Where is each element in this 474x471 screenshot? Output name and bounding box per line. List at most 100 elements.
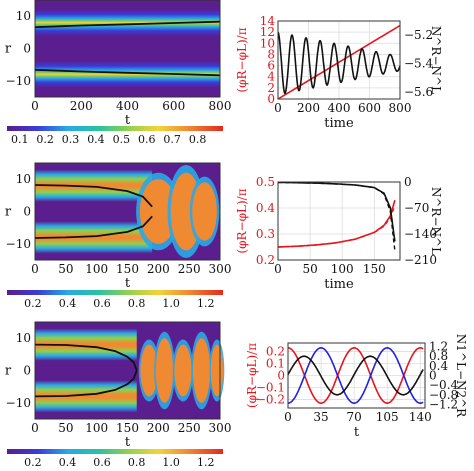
heatmap_bottom-blob-4 [210,344,224,397]
line_middle-ytick-label: 0.2 [256,253,275,267]
heatmap_top-colorbar-tick: 0.6 [138,133,156,146]
heatmap_middle-blob-0 [139,179,177,244]
heatmap_top-xtick-label: 800 [209,99,232,113]
line_bottom-y2label: N1^L−N2^R [454,334,468,418]
heatmap_middle-ytick-label: −10 [6,237,31,251]
heatmap_bottom-xtick-label: 200 [147,421,170,435]
heatmap_top-colorbar-tick: 0.8 [189,133,207,146]
heatmap_middle-xtick-label: 0 [31,262,39,276]
heatmap_middle-xtick-label: 150 [116,262,139,276]
line_bottom-xlabel: t [354,425,360,440]
heatmap_bottom-colorbar-tick: 1.2 [197,456,215,467]
heatmap_middle-ytick-label: 10 [16,172,31,186]
heatmap_top-colorbar-tick: 0.7 [163,133,181,146]
heatmap_middle-colorbar-tick: 0.2 [24,297,42,310]
heatmap_bottom-xtick-label: 150 [116,421,139,435]
line_top-y2tick-label: −5.6 [404,85,433,99]
line_bottom-series-0 [287,346,424,405]
heatmap_top-xtick-label: 600 [162,99,185,113]
line_top-xtick-label: 800 [389,101,412,115]
heatmap_top-curve-1 [34,68,221,77]
heatmap_top-frame [34,0,221,98]
line_top-ylabel: (φR−φL)/π [235,27,249,92]
line_top-ytick-label: 8 [267,47,275,61]
line_top-ytick-label: 12 [260,25,275,39]
line_bottom-series-2 [287,355,424,396]
line_bottom-ytick-label: 0.1 [266,356,285,370]
heatmap_bottom-colorbar [7,449,223,454]
heatmap_bottom-blob-0 [140,344,158,397]
heatmap_bottom-frame [34,321,221,420]
heatmap_bottom-xtick-label: 0 [31,421,39,435]
line_middle-xtick-label: 0 [274,262,282,276]
heatmap_top-colorbar [7,126,223,131]
line_middle-series-1 [277,205,396,248]
line_bottom-ytick-label: 0.2 [266,344,285,358]
heatmap_middle-blob-2 [192,182,217,241]
line_top-ytick-label: 4 [267,70,275,84]
line_bottom-frame [287,342,426,409]
heatmap_bottom-colorbar-tick: 0.4 [59,456,77,467]
line_middle-plot-area [278,182,400,260]
heatmap_bottom-xtick-label: 50 [58,421,73,435]
heatmap_middle-ylabel: r [5,205,12,220]
line_middle-frame [277,181,401,261]
line_middle-ytick-label: 0.5 [256,175,275,189]
heatmap_bottom-xtick-label: 300 [209,421,232,435]
line_top-xlabel: time [324,116,354,131]
line_top-ytick-label: 6 [267,59,275,73]
line_bottom-ytick-label: 0 [277,369,285,383]
heatmap_middle-xtick-label: 250 [178,262,201,276]
line_bottom-xtick-label: 140 [409,410,432,424]
line_top-ytick-label: 0 [267,92,275,106]
line_middle-xtick-label: 100 [331,262,354,276]
line_bottom-y2tick-label: 0.8 [429,349,448,363]
heatmap_middle-xtick-label: 100 [85,262,108,276]
heatmap_bottom-colorbar-tick: 1.0 [162,456,180,467]
heatmap_top-colorbar-tick: 0.5 [113,133,131,146]
heatmap_bottom-xtick-label: 100 [85,421,108,435]
line_top-xtick-label: 200 [297,101,320,115]
line_middle-y2tick-label: −70 [404,201,429,215]
line_top-y2tick-label: −5.2 [404,28,433,42]
line_middle-series-3 [278,181,396,251]
line_bottom-ytick-label: −0.2 [256,393,285,407]
line_middle-ytick-label: 0.3 [256,227,275,241]
line_top-ytick-label: 2 [267,81,275,95]
heatmap_bottom-curve-0 [34,343,138,371]
heatmap_top-ytick-label: 10 [16,9,31,23]
heatmap_bottom-colorbar-tick: 0.6 [93,456,111,467]
heatmap_bottom-blob-2 [174,344,192,397]
heatmap_bottom-curve-1 [34,370,138,398]
heatmap_middle-xtick-label: 300 [209,262,232,276]
heatmap_bottom-ytick-label: 10 [16,331,31,345]
heatmap_bottom-ytick-label: −10 [6,396,31,410]
heatmap_top-curve-0 [34,20,221,29]
line_middle-y2tick-label: 0 [404,175,412,189]
heatmap_middle-ytick-label: 0 [23,205,31,219]
heatmap_top-xtick-label: 200 [70,99,93,113]
heatmap_middle-colorbar-tick: 0.8 [128,297,146,310]
line_bottom-y2tick-label: 0.4 [429,359,448,373]
line_bottom-xtick-label: 105 [376,410,399,424]
heatmap_bottom-ylabel: r [5,364,12,379]
line_bottom-ytick-label: −0.1 [256,381,285,395]
heatmap_top-xlabel: t [125,113,131,128]
heatmap_middle-colorbar-tick: 0.4 [59,297,77,310]
line_bottom-ylabel: (φR−φL)/π [245,343,259,408]
heatmap_middle-xlabel: t [125,276,131,291]
heatmap_top-colorbar-tick: 0.4 [87,133,105,146]
line_top-y2tick-label: −5.4 [404,57,434,71]
line_top-y2label: N^R−N^L [429,26,443,94]
line_top-ytick-label: 14 [260,14,276,28]
heatmap_middle-frame [34,162,221,261]
line_middle-xtick-label: 50 [302,262,317,276]
line_bottom-xtick-label: 0 [284,410,292,424]
line_bottom-y2tick-label: −1.2 [429,397,458,411]
line_bottom-y2tick-label: 0 [429,369,437,383]
heatmap_bottom-xlabel: t [125,435,131,450]
line_middle-ylabel: (φR−φL)/π [235,188,249,253]
heatmap_bottom-blob-1 [155,338,174,403]
line_top-xtick-label: 600 [358,101,381,115]
line_middle-y2tick-label: −140 [404,227,437,241]
